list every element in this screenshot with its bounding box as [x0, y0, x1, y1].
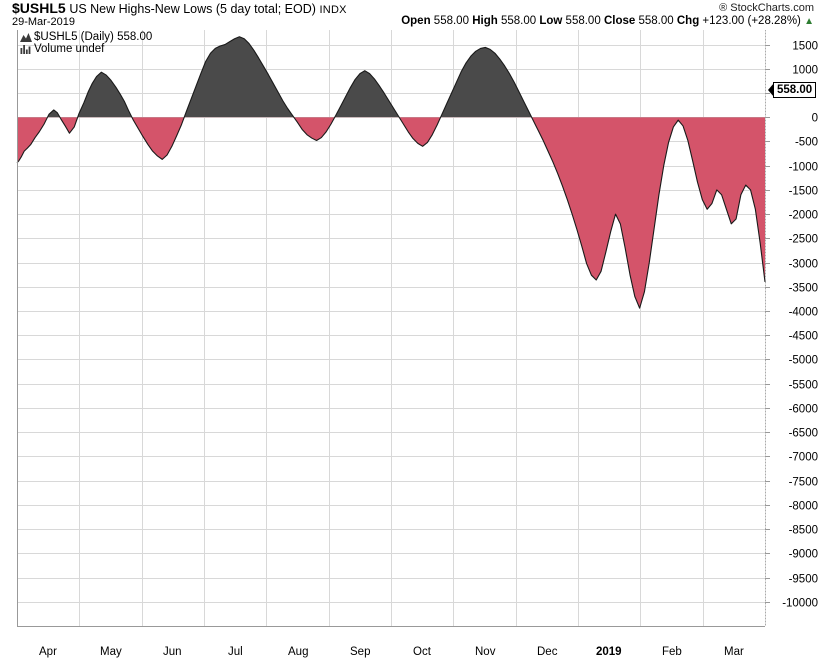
x-axis-tick-label: Nov: [475, 646, 496, 658]
y-axis-tick-label: -4000: [788, 306, 818, 319]
legend-row-volume: Volume undef: [20, 43, 152, 55]
x-axis-tick-label: Jun: [163, 646, 182, 658]
y-axis-tick-label: 0: [811, 112, 818, 125]
y-axis-tick-label: -4500: [788, 330, 818, 343]
area-negative: [17, 117, 765, 309]
y-axis-tick-label: -7500: [788, 476, 818, 489]
series-outline: [16, 36, 766, 309]
y-axis-tick-label: -8500: [788, 524, 818, 537]
chg-label: Chg: [676, 15, 700, 27]
y-axis-tick-label: -6000: [788, 403, 818, 416]
chart-title: $USHL5 US New Highs-New Lows (5 day tota…: [12, 1, 347, 18]
x-axis-tick-label: Aug: [288, 646, 309, 658]
x-axis-tick-label: Oct: [413, 646, 431, 658]
plot-frame: [17, 30, 770, 627]
high-value: 558.00: [500, 15, 537, 27]
x-axis-tick-label: Feb: [662, 646, 682, 658]
symbol-ticker: $USHL5: [12, 0, 66, 16]
y-axis-tick-label: -3500: [788, 282, 818, 295]
y-axis-tick-label: -8000: [788, 500, 818, 513]
open-value: 558.00: [433, 15, 469, 27]
y-axis-tick-label: -9000: [788, 548, 818, 561]
price-marker-value: 558.00: [773, 82, 817, 99]
change-up-triangle-icon: ▲: [804, 16, 814, 27]
x-axis-tick-label: Jul: [228, 646, 243, 658]
chart-legend: $USHL5 (Daily) 558.00 Volume undef: [20, 31, 152, 55]
x-axis-labels: Apr May Jun Jul Aug Sep Oct Nov Dec 2019 Feb Mar: [0, 646, 820, 666]
volume-bars-icon: [20, 45, 31, 54]
high-label: High: [472, 15, 498, 27]
close-label: Close: [603, 15, 636, 27]
stockcharts-watermark: ® StockCharts.com: [719, 2, 814, 14]
close-value: 558.00: [638, 15, 674, 27]
y-axis-tick-label: -9500: [788, 573, 818, 586]
open-label: Open: [401, 15, 431, 27]
x-axis-tick-label: 2019: [596, 646, 622, 658]
y-axis-tick-label: -6500: [788, 427, 818, 440]
symbol-description: US New Highs-New Lows (5 day total; EOD): [69, 2, 316, 16]
low-label: Low: [539, 15, 563, 27]
y-axis-tick-label: -1000: [788, 161, 818, 174]
y-axis-tick-label: -2000: [788, 209, 818, 222]
chg-value: +123.00 (+28.28%): [702, 15, 801, 27]
low-value: 558.00: [565, 15, 601, 27]
x-axis-tick-label: Apr: [39, 646, 57, 658]
y-axis-tick-label: 1000: [792, 64, 818, 77]
price-marker-arrow-icon: [768, 83, 774, 98]
y-axis-tick-label: -500: [794, 136, 818, 149]
chart-date: 29-Mar-2019: [12, 16, 75, 28]
current-price-marker: 558.00: [768, 82, 817, 99]
series-area: [16, 36, 766, 309]
y-axis-labels: 1500 1000 0 -500 -1000 -1500 -2000 -2500 -3000 -3…: [766, 28, 820, 644]
mountain-icon: [20, 33, 32, 42]
quote-bar: Open 558.00 High 558.00 Low 558.00 Close…: [401, 15, 814, 27]
symbol-kind: INDX: [319, 4, 347, 16]
legend-volume-label: Volume undef: [34, 43, 105, 55]
y-axis-tick-label: 1500: [792, 40, 818, 53]
y-axis-tick-label: -7000: [788, 451, 818, 464]
y-axis-tick-label: -5000: [788, 354, 818, 367]
area-positive: [47, 36, 532, 118]
x-axis-tick-label: May: [100, 646, 122, 658]
chart-header: $USHL5 US New Highs-New Lows (5 day tota…: [0, 0, 820, 30]
x-axis-tick-label: Sep: [350, 646, 371, 658]
plot-area: [0, 28, 820, 644]
y-axis-tick-label: -5500: [788, 379, 818, 392]
x-axis-tick-label: Dec: [537, 646, 558, 658]
legend-row-series: $USHL5 (Daily) 558.00: [20, 31, 152, 43]
chart-canvas: [16, 30, 770, 627]
legend-series-label: $USHL5 (Daily) 558.00: [34, 31, 153, 43]
y-axis-tick-label: -3000: [788, 258, 818, 271]
y-axis-tick-label: -1500: [788, 185, 818, 198]
y-axis-tick-label: -2500: [788, 233, 818, 246]
y-axis-tick-label: -10000: [782, 597, 818, 610]
x-axis-tick-label: Mar: [724, 646, 744, 658]
